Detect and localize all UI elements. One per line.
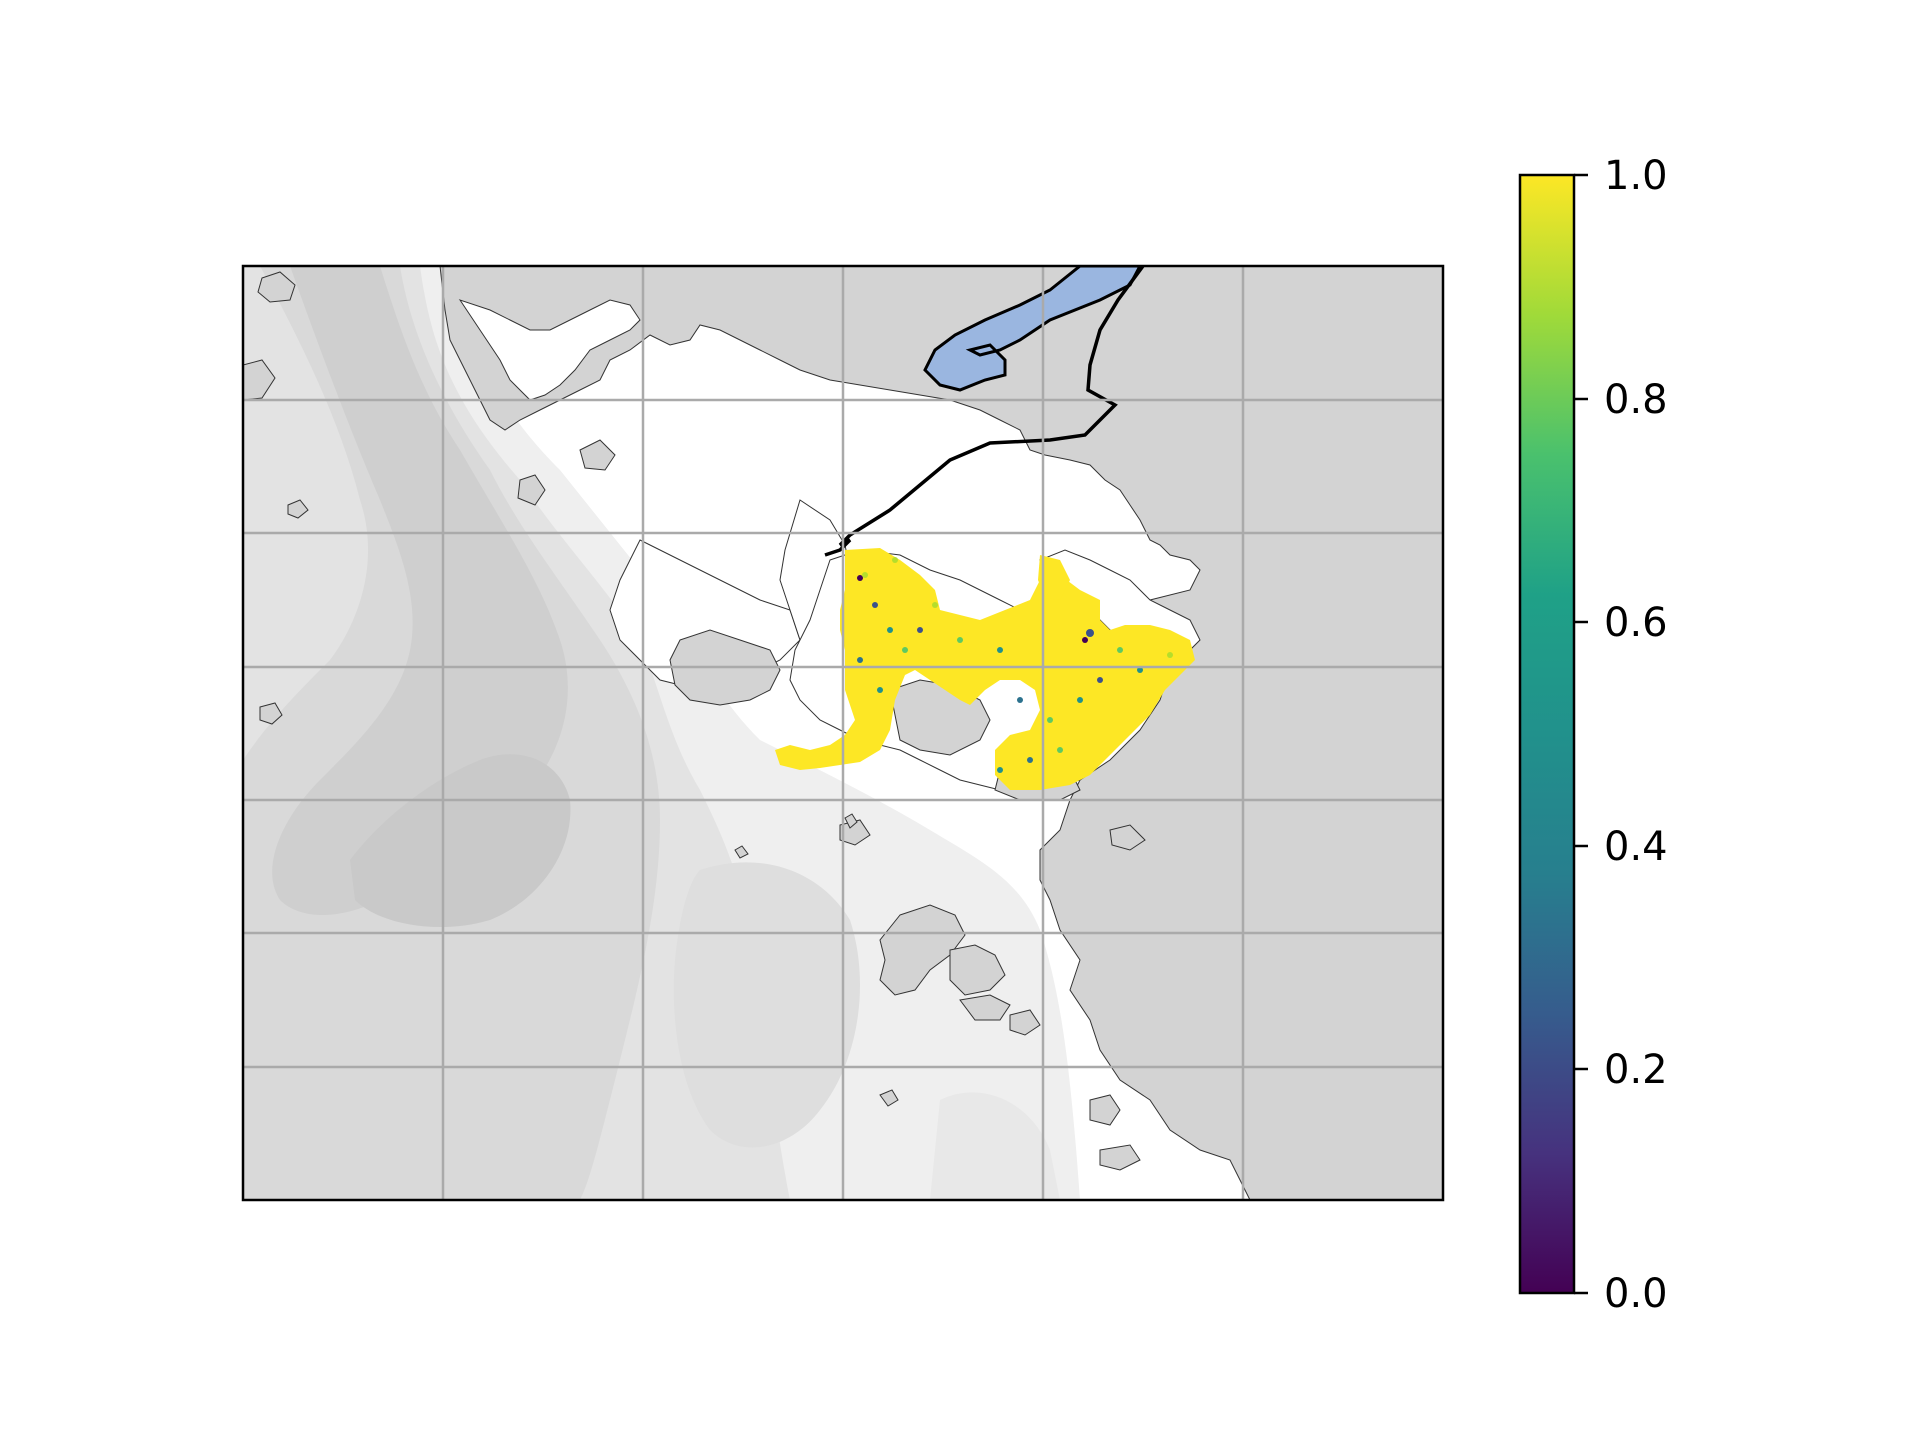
colorbar-tick-label-1: 0.2 [1604, 1047, 1668, 1093]
colorbar-ticks [1574, 173, 1588, 1295]
colorbar-tick-label-0: 0.0 [1604, 1271, 1668, 1317]
gridlines [243, 266, 1443, 1200]
particle-dots [857, 557, 1173, 773]
colorbar-tick-label-5: 1.0 [1604, 153, 1668, 199]
colorbar-gradient [1518, 173, 1576, 1295]
bathymetry-shading [243, 266, 1080, 1200]
colorbar-tick-label-4: 0.8 [1604, 377, 1668, 423]
colorbar: 0.0 0.2 0.4 0.6 0.8 1.0 [1518, 153, 1668, 1317]
colorbar-tick-label-3: 0.6 [1604, 600, 1668, 646]
lake-polygon [923, 266, 1142, 392]
map-area [243, 266, 1443, 1200]
map-frame [241, 264, 1445, 1202]
colorbar-tick-label-2: 0.4 [1604, 824, 1668, 870]
particle-cloud [775, 548, 1195, 790]
